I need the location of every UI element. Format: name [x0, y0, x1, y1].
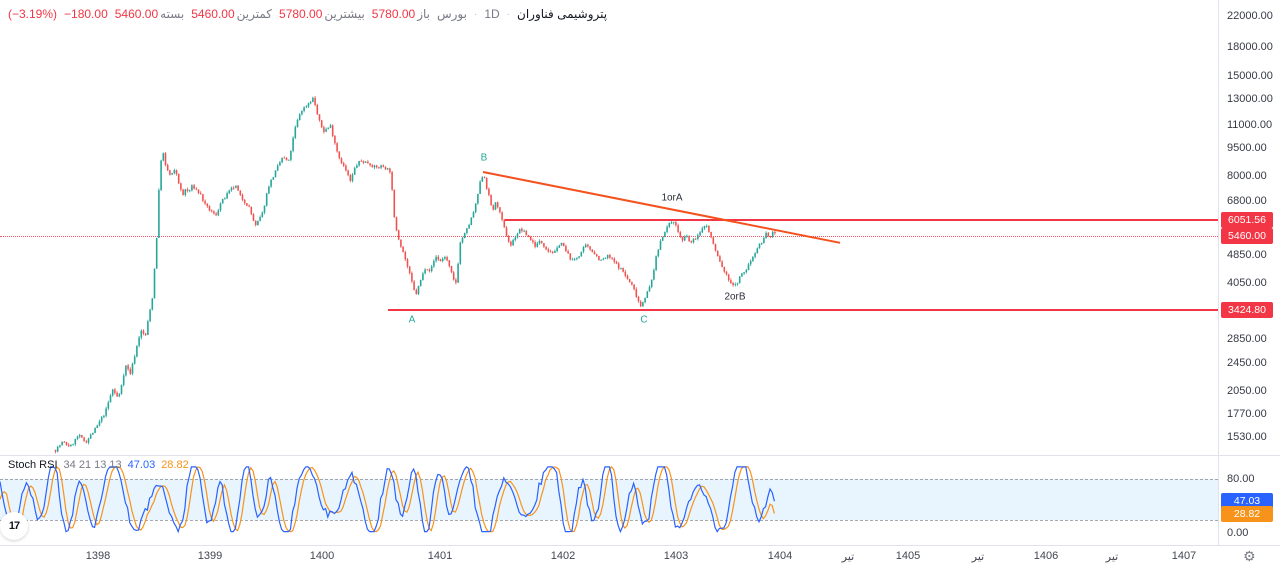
time-axis[interactable]: 1398 1399 1400 1401 1402 1403 1404 تیر 1405 تیر 14… — [0, 546, 1280, 567]
rsi-axis-label: 80.00 — [1227, 473, 1255, 485]
close-label: بسته — [160, 7, 185, 21]
time-axis-label: 1406 — [1033, 550, 1059, 562]
tradingview-logo[interactable]: 17 — [0, 512, 28, 540]
indicator-k-value: 47.03 — [127, 459, 156, 471]
price-badge: 5460.00 — [1221, 227, 1273, 244]
time-axis-label: تیر — [971, 551, 985, 563]
ohlc-low: کمترین 5460.00 — [191, 7, 272, 21]
price-axis-label: 6800.00 — [1227, 195, 1267, 208]
rsi-axis-label: 0.00 — [1227, 527, 1249, 539]
rsi-badge: 47.03 — [1221, 493, 1273, 510]
time-axis-label: 1402 — [550, 550, 576, 562]
price-axis-label: 13000.00 — [1227, 92, 1273, 105]
high-value: 5780.00 — [279, 7, 323, 21]
indicator-legend: Stoch RSI 34 21 13 13 47.03 28.82 — [8, 459, 189, 471]
time-axis-label: 1398 — [85, 550, 111, 562]
time-axis-label: تیر — [1105, 551, 1119, 563]
time-axis-label: 1405 — [895, 550, 921, 562]
change-percent: (−3.19%) — [8, 7, 58, 21]
legend-separator: · — [473, 8, 478, 20]
time-axis-label: 1400 — [309, 550, 335, 562]
ohlc-close: بسته 5460.00 — [115, 7, 185, 21]
time-axis-label: تیر — [841, 551, 855, 563]
price-axis[interactable]: 22000.00 18000.00 15000.00 13000.00 11000.00… — [1219, 0, 1280, 545]
low-label: کمترین — [236, 7, 273, 21]
time-axis-label: 1404 — [767, 550, 793, 562]
axis-settings-gear-icon[interactable]: ⚙ — [1243, 548, 1256, 564]
price-axis-label: 2850.00 — [1227, 332, 1267, 345]
ohlc-high: بیشترین 5780.00 — [279, 7, 365, 21]
rsi-badge: 28.82 — [1221, 505, 1273, 522]
time-axis-border — [0, 545, 1280, 546]
open-label: باز — [417, 7, 430, 21]
indicator-d-value: 28.82 — [161, 459, 189, 471]
price-axis-border — [1218, 0, 1219, 545]
wave-label: 2orB — [724, 291, 746, 303]
symbol-legend: پتروشیمی فناوران · 1D · بورس باز 5780.00… — [8, 7, 607, 21]
wave-label: 1orA — [661, 192, 683, 204]
wave-label: B — [480, 152, 488, 164]
change-value: −180.00 — [64, 7, 108, 21]
time-axis-label: 1401 — [427, 550, 453, 562]
horizontal-line-drawing[interactable] — [388, 308, 1218, 311]
price-axis-label: 1530.00 — [1227, 430, 1267, 443]
wave-label: A — [408, 314, 416, 326]
high-label: بیشترین — [324, 7, 365, 21]
price-axis-label: 22000.00 — [1227, 9, 1273, 22]
price-badge: 3424.80 — [1221, 301, 1273, 318]
price-axis-label: 8000.00 — [1227, 169, 1267, 182]
low-value: 5460.00 — [191, 7, 235, 21]
legend-separator: · — [506, 8, 510, 20]
price-axis-label: 1770.00 — [1227, 407, 1267, 420]
price-axis-label: 11000.00 — [1227, 119, 1273, 132]
close-value: 5460.00 — [114, 7, 159, 21]
price-axis-label: 2050.00 — [1227, 384, 1267, 397]
symbol-title[interactable]: پتروشیمی فناوران — [517, 7, 608, 21]
price-axis-label: 15000.00 — [1227, 70, 1273, 83]
pane-divider[interactable] — [0, 455, 1280, 456]
ohlc-open: باز 5780.00 — [372, 7, 430, 21]
price-badge: 6051.56 — [1221, 211, 1273, 228]
time-axis-label: 1403 — [663, 550, 689, 562]
price-axis-label: 18000.00 — [1227, 41, 1273, 54]
interval-label[interactable]: 1D — [484, 7, 500, 21]
time-axis-label: 1407 — [1171, 550, 1197, 562]
horizontal-line-drawing[interactable] — [505, 218, 1218, 221]
wave-label: C — [640, 314, 648, 326]
indicator-params: 34 21 13 13 — [63, 459, 122, 471]
indicator-name[interactable]: Stoch RSI — [8, 459, 58, 471]
exchange-label: بورس — [436, 7, 467, 21]
time-axis-label: 1399 — [197, 550, 223, 562]
price-axis-label: 4050.00 — [1227, 277, 1267, 290]
open-value: 5780.00 — [371, 7, 416, 21]
price-axis-label: 2450.00 — [1227, 356, 1267, 369]
price-axis-label: 4850.00 — [1227, 248, 1267, 261]
price-axis-label: 9500.00 — [1227, 142, 1267, 155]
